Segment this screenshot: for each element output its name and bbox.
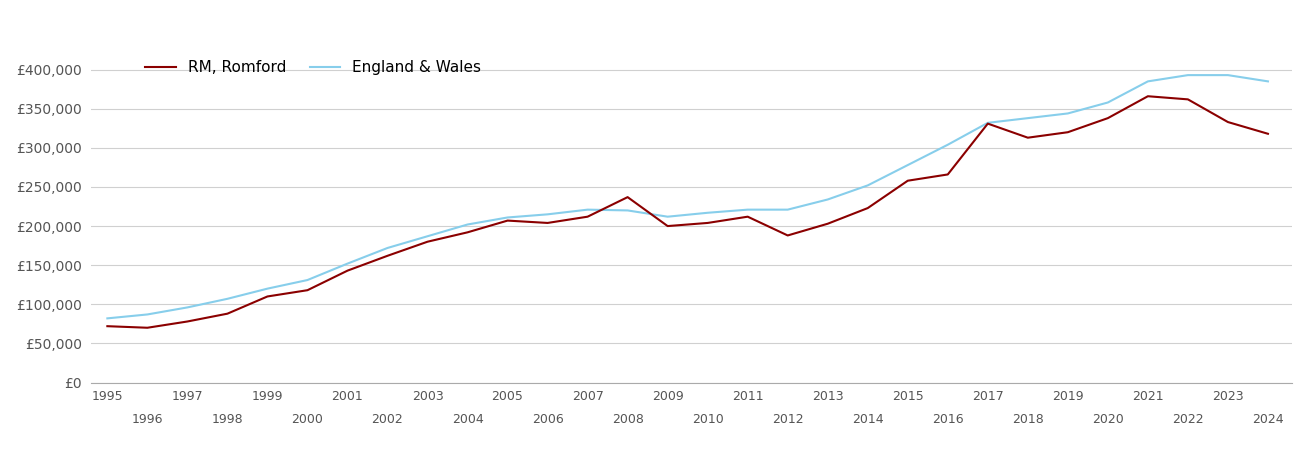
Text: 2020: 2020 bbox=[1092, 413, 1124, 426]
RM, Romford bbox=[99, 324, 115, 329]
England & Wales bbox=[1141, 79, 1156, 84]
RM, Romford bbox=[820, 221, 835, 226]
England & Wales bbox=[1021, 116, 1036, 121]
England & Wales bbox=[660, 214, 676, 220]
RM, Romford bbox=[660, 223, 676, 229]
England & Wales bbox=[820, 197, 835, 202]
Text: 2010: 2010 bbox=[692, 413, 723, 426]
RM, Romford bbox=[219, 311, 235, 316]
England & Wales bbox=[1100, 100, 1116, 105]
RM, Romford bbox=[740, 214, 756, 220]
RM, Romford bbox=[140, 325, 155, 330]
England & Wales bbox=[260, 286, 275, 291]
Text: 2012: 2012 bbox=[771, 413, 804, 426]
England & Wales bbox=[780, 207, 796, 212]
Text: 2022: 2022 bbox=[1172, 413, 1203, 426]
England & Wales bbox=[339, 261, 355, 266]
England & Wales bbox=[620, 208, 636, 213]
RM, Romford bbox=[300, 288, 316, 293]
Text: 1998: 1998 bbox=[211, 413, 243, 426]
Text: 2000: 2000 bbox=[291, 413, 324, 426]
Text: 2014: 2014 bbox=[852, 413, 883, 426]
Text: 2024: 2024 bbox=[1251, 413, 1284, 426]
RM, Romford bbox=[1021, 135, 1036, 140]
Legend: RM, Romford, England & Wales: RM, Romford, England & Wales bbox=[140, 54, 488, 81]
RM, Romford bbox=[1100, 116, 1116, 121]
England & Wales bbox=[540, 212, 556, 217]
RM, Romford bbox=[620, 194, 636, 200]
England & Wales bbox=[500, 215, 515, 220]
England & Wales bbox=[1220, 72, 1236, 78]
Text: 2018: 2018 bbox=[1011, 413, 1044, 426]
England & Wales bbox=[140, 312, 155, 317]
RM, Romford bbox=[380, 253, 395, 258]
England & Wales bbox=[1060, 111, 1075, 116]
Text: 2008: 2008 bbox=[612, 413, 643, 426]
RM, Romford bbox=[900, 178, 916, 184]
RM, Romford bbox=[1060, 130, 1075, 135]
England & Wales bbox=[740, 207, 756, 212]
RM, Romford bbox=[1141, 94, 1156, 99]
England & Wales bbox=[380, 245, 395, 251]
England & Wales bbox=[900, 162, 916, 168]
RM, Romford bbox=[1220, 119, 1236, 125]
RM, Romford bbox=[860, 205, 876, 211]
England & Wales bbox=[1261, 79, 1276, 84]
England & Wales bbox=[1180, 72, 1195, 78]
RM, Romford bbox=[1180, 97, 1195, 102]
RM, Romford bbox=[339, 268, 355, 273]
RM, Romford bbox=[699, 220, 715, 225]
England & Wales bbox=[180, 305, 196, 310]
Text: 2002: 2002 bbox=[372, 413, 403, 426]
RM, Romford bbox=[579, 214, 595, 220]
RM, Romford bbox=[940, 172, 955, 177]
Text: 2016: 2016 bbox=[932, 413, 963, 426]
RM, Romford bbox=[260, 294, 275, 299]
England & Wales bbox=[980, 120, 996, 126]
England & Wales bbox=[940, 142, 955, 148]
England & Wales bbox=[99, 315, 115, 321]
England & Wales bbox=[300, 277, 316, 283]
Text: 2006: 2006 bbox=[531, 413, 564, 426]
England & Wales bbox=[860, 183, 876, 188]
RM, Romford bbox=[1261, 131, 1276, 136]
England & Wales bbox=[459, 222, 475, 227]
England & Wales bbox=[219, 296, 235, 302]
RM, Romford bbox=[459, 230, 475, 235]
Text: 2004: 2004 bbox=[452, 413, 483, 426]
RM, Romford bbox=[780, 233, 796, 238]
RM, Romford bbox=[980, 121, 996, 126]
England & Wales bbox=[420, 234, 436, 239]
RM, Romford bbox=[180, 319, 196, 324]
RM, Romford bbox=[500, 218, 515, 223]
England & Wales bbox=[579, 207, 595, 212]
England & Wales bbox=[699, 210, 715, 216]
Line: RM, Romford: RM, Romford bbox=[107, 96, 1268, 328]
RM, Romford bbox=[420, 239, 436, 244]
Text: 1996: 1996 bbox=[132, 413, 163, 426]
Line: England & Wales: England & Wales bbox=[107, 75, 1268, 318]
RM, Romford bbox=[540, 220, 556, 225]
